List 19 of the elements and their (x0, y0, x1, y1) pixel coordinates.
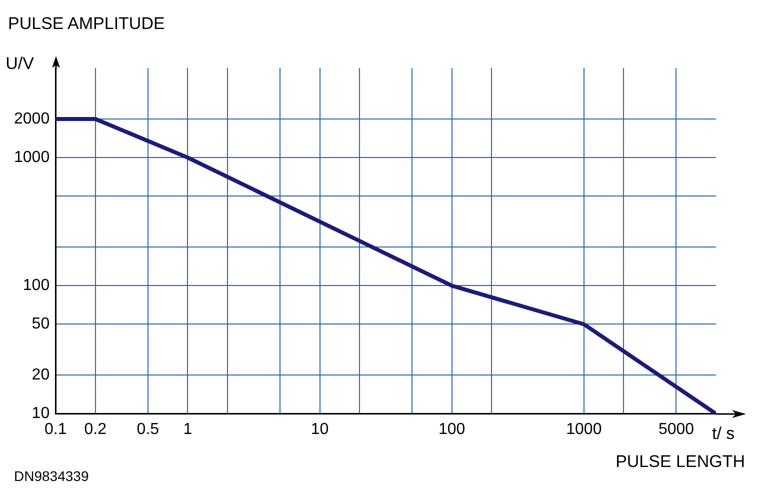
x-tick-label: 10 (310, 420, 329, 438)
x-tick-label: 1 (183, 420, 192, 438)
x-tick-label: 0.1 (44, 420, 67, 438)
y-axis-title: U/V (6, 54, 34, 74)
text: PULSE LENGTH (616, 452, 745, 472)
y-tick-label: 10 (32, 405, 50, 422)
y-tick-label: 1000 (14, 148, 50, 166)
x-tick-label: 100 (438, 420, 466, 438)
y-tick-label: 20 (32, 366, 50, 384)
x-tick-label: 5000 (658, 420, 694, 438)
y-tick-label: 50 (32, 316, 50, 333)
y-tick-label: 2000 (14, 110, 50, 128)
chart-title: PULSE AMPLITUDE (8, 14, 165, 34)
x-tick-label: 0.2 (84, 420, 107, 438)
x-tick-label: 1000 (566, 420, 602, 438)
x-axis-title: t/ s (712, 424, 735, 444)
x-tick-label: 0.5 (136, 420, 160, 438)
text: DN9834339 (14, 466, 89, 486)
y-tick-label: 100 (22, 277, 50, 294)
